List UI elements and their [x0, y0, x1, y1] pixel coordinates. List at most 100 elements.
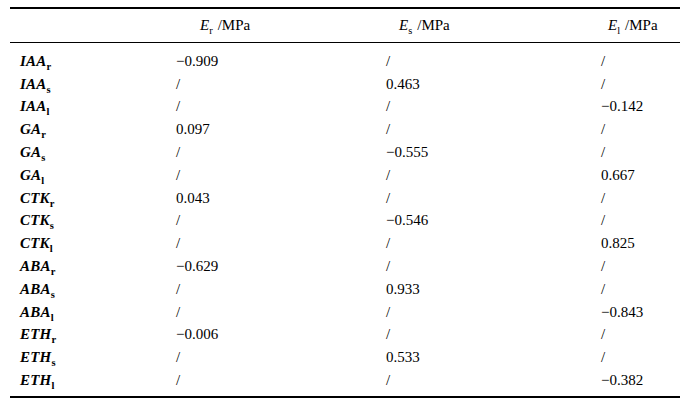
cell-er-value: /	[176, 232, 386, 255]
cell-el-value: /	[601, 210, 680, 233]
cell-el-value: /	[601, 324, 680, 347]
header-subscript-es: s	[408, 25, 412, 36]
cell-el-value: −0.382	[601, 369, 680, 397]
column-header-es: Es/MPa	[386, 8, 601, 43]
row-label: ETH	[20, 349, 51, 365]
table-row: ABAs / 0.933 /	[10, 278, 680, 301]
cell-el-value: /	[601, 141, 680, 164]
cell-es-value: 0.933	[386, 278, 601, 301]
row-label-subscript: s	[51, 357, 55, 368]
cell-es-value: 0.463	[386, 73, 601, 96]
cell-el-value: /	[601, 346, 680, 369]
hormone-modulus-correlation-table-figure: Er/MPa Es/MPa El/MPa IAAr −0.909 / / IAA…	[10, 7, 680, 398]
cell-er-value: /	[176, 346, 386, 369]
row-label-subscript: r	[41, 129, 46, 140]
row-label: IAA	[20, 76, 46, 92]
cell-er-value: 0.097	[176, 118, 386, 141]
table-row: IAAr −0.909 / /	[10, 43, 680, 73]
row-label-subscript: l	[51, 380, 54, 391]
cell-el-value: 0.667	[601, 164, 680, 187]
row-label-subscript: s	[50, 220, 54, 231]
header-unit-es: /MPa	[417, 17, 450, 33]
cell-el-value: −0.142	[601, 96, 680, 119]
row-label-cell: GAl	[10, 164, 176, 187]
row-label: GA	[20, 121, 41, 137]
header-symbol-er: E	[200, 17, 209, 33]
row-label-cell: CTKr	[10, 187, 176, 210]
correlation-table: Er/MPa Es/MPa El/MPa IAAr −0.909 / / IAA…	[10, 7, 680, 398]
row-label-cell: GAr	[10, 118, 176, 141]
row-label: CTK	[20, 190, 50, 206]
cell-el-value: /	[601, 43, 680, 73]
row-label: IAA	[20, 98, 46, 114]
cell-es-value: −0.555	[386, 141, 601, 164]
row-label-cell: GAs	[10, 141, 176, 164]
cell-es-value: /	[386, 301, 601, 324]
row-label: ABA	[20, 258, 51, 274]
row-label: CTK	[20, 212, 50, 228]
row-label-subscript: l	[50, 243, 53, 254]
cell-es-value: /	[386, 255, 601, 278]
cell-er-value: /	[176, 164, 386, 187]
cell-er-value: /	[176, 141, 386, 164]
cell-er-value: /	[176, 210, 386, 233]
table-row: ABAr −0.629 / /	[10, 255, 680, 278]
row-label: IAA	[20, 53, 46, 69]
corner-cell	[10, 8, 176, 43]
row-label-subscript: r	[50, 198, 55, 209]
cell-er-value: /	[176, 301, 386, 324]
row-label-subscript: s	[51, 289, 55, 300]
cell-el-value: /	[601, 255, 680, 278]
header-row: Er/MPa Es/MPa El/MPa	[10, 8, 680, 43]
cell-el-value: /	[601, 187, 680, 210]
cell-es-value: /	[386, 232, 601, 255]
row-label-cell: ETHr	[10, 324, 176, 347]
row-label-subscript: r	[46, 61, 51, 72]
row-label: CTK	[20, 235, 50, 251]
cell-el-value: /	[601, 73, 680, 96]
table-row: ETHs / 0.533 /	[10, 346, 680, 369]
cell-er-value: −0.909	[176, 43, 386, 73]
cell-el-value: /	[601, 278, 680, 301]
cell-er-value: −0.006	[176, 324, 386, 347]
header-symbol-el: E	[608, 17, 617, 33]
row-label: GA	[20, 167, 41, 183]
header-subscript-er: r	[209, 25, 213, 36]
table-row: CTKs / −0.546 /	[10, 210, 680, 233]
header-subscript-el: l	[617, 25, 620, 36]
cell-er-value: /	[176, 369, 386, 397]
row-label-subscript: s	[41, 152, 45, 163]
row-label-cell: IAAr	[10, 43, 176, 73]
row-label: GA	[20, 144, 41, 160]
table-row: CTKr 0.043 / /	[10, 187, 680, 210]
cell-es-value: /	[386, 187, 601, 210]
cell-er-value: /	[176, 73, 386, 96]
row-label-subscript: l	[46, 106, 49, 117]
column-header-er: Er/MPa	[176, 8, 386, 43]
table-row: GAl / / 0.667	[10, 164, 680, 187]
row-label-cell: IAAs	[10, 73, 176, 96]
table-row: CTKl / / 0.825	[10, 232, 680, 255]
cell-es-value: −0.546	[386, 210, 601, 233]
cell-el-value: /	[601, 118, 680, 141]
cell-es-value: /	[386, 43, 601, 73]
table-header: Er/MPa Es/MPa El/MPa	[10, 8, 680, 43]
cell-es-value: /	[386, 164, 601, 187]
table-row: ETHl / / −0.382	[10, 369, 680, 397]
cell-er-value: −0.629	[176, 255, 386, 278]
cell-er-value: 0.043	[176, 187, 386, 210]
table-row: ABAl / / −0.843	[10, 301, 680, 324]
table-body: IAAr −0.909 / / IAAs / 0.463 / IAAl / / …	[10, 43, 680, 397]
row-label: ETH	[20, 326, 51, 342]
table-row: GAr 0.097 / /	[10, 118, 680, 141]
header-unit-el: /MPa	[625, 17, 658, 33]
cell-er-value: /	[176, 96, 386, 119]
cell-es-value: /	[386, 324, 601, 347]
cell-el-value: 0.825	[601, 232, 680, 255]
row-label: ABA	[20, 281, 51, 297]
table-row: IAAl / / −0.142	[10, 96, 680, 119]
row-label: ABA	[20, 304, 51, 320]
row-label-cell: ABAr	[10, 255, 176, 278]
header-unit-er: /MPa	[218, 17, 251, 33]
row-label-cell: ABAs	[10, 278, 176, 301]
